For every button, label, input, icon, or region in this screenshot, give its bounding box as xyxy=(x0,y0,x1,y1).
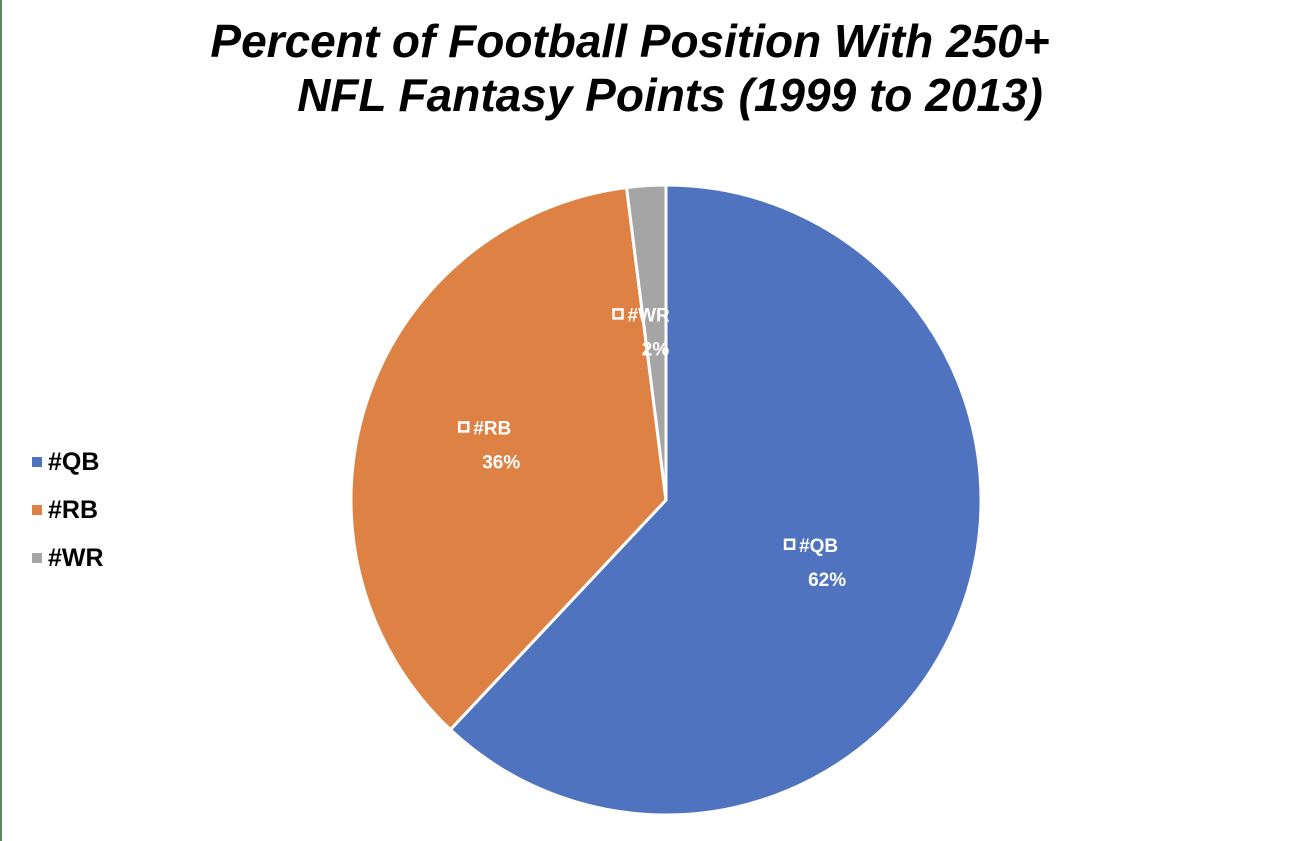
window-edge xyxy=(0,0,2,841)
pie-slice-qb xyxy=(448,183,983,817)
legend-label-qb: #QB xyxy=(48,447,100,476)
slice-category-label-rb: #RB xyxy=(473,418,511,439)
legend: #QB #RB #WR xyxy=(32,438,104,582)
legend-item-rb: #RB xyxy=(32,486,104,534)
legend-label-wr: #WR xyxy=(48,543,104,572)
pie-labels: #QB 62% #RB 36% #WR 2% xyxy=(457,305,846,591)
pie-slice-rb xyxy=(349,185,668,732)
slice-value-label-wr: 2% xyxy=(642,339,670,360)
slice-category-label-qb: #QB xyxy=(799,536,838,557)
slice-label-marker-qb xyxy=(783,538,796,551)
legend-swatch-wr xyxy=(32,553,42,563)
legend-swatch-qb xyxy=(32,457,42,467)
slice-label-marker-wr xyxy=(612,308,624,320)
legend-item-qb: #QB xyxy=(32,438,104,486)
slice-label-marker-rb xyxy=(457,421,470,433)
pie-slice-wr xyxy=(624,183,668,501)
slice-value-label-qb: 62% xyxy=(808,570,846,591)
legend-label-rb: #RB xyxy=(48,495,99,524)
chart-title-line-2: NFL Fantasy Points (1999 to 2013) xyxy=(297,69,1043,121)
slice-value-label-rb: 36% xyxy=(482,452,520,473)
chart-title-line-1: Percent of Football Position With 250+ xyxy=(210,15,1050,67)
chart-title: Percent of Football Position With 250+ N… xyxy=(0,14,1260,122)
slice-category-label-wr: #WR xyxy=(628,305,671,326)
legend-swatch-rb xyxy=(32,505,42,515)
legend-item-wr: #WR xyxy=(32,534,104,582)
pie-slices xyxy=(349,183,983,817)
